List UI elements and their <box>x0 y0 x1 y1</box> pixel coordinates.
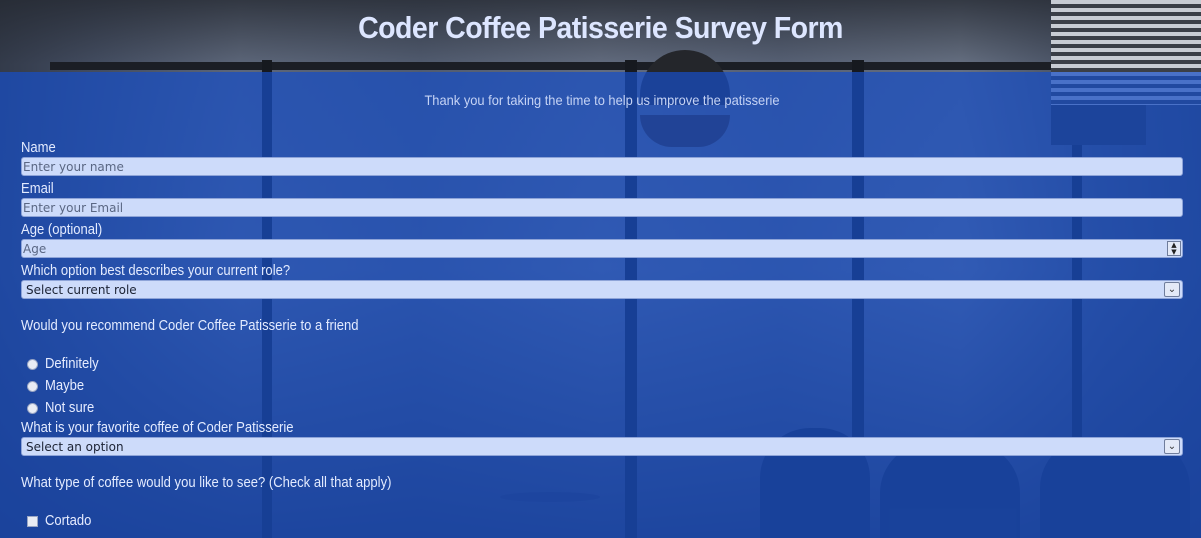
name-input[interactable]: Enter your name <box>21 157 1183 176</box>
recommend-question: Would you recommend Coder Coffee Patisse… <box>21 318 359 334</box>
age-placeholder: Age <box>23 242 47 256</box>
checkbox-box[interactable] <box>27 515 38 527</box>
radio-label: Not sure <box>45 400 95 416</box>
favorite-label: What is your favorite coffee of Coder Pa… <box>21 420 294 436</box>
chevron-down-icon[interactable]: ⌄ <box>1164 439 1180 454</box>
checkbox-label: Cortado <box>45 513 92 529</box>
role-select[interactable]: Select current role ⌄ <box>21 280 1183 299</box>
favorite-selected-value: Select an option <box>26 440 124 454</box>
radio-definitely[interactable]: Definitely <box>21 353 1183 375</box>
page-title: Coder Coffee Patisserie Survey Form <box>358 10 843 45</box>
role-selected-value: Select current role <box>26 283 137 297</box>
checkbox-cortado[interactable]: Cortado <box>21 510 1183 532</box>
form-description: Thank you for taking the time to help us… <box>424 92 780 108</box>
age-label: Age (optional) <box>21 222 103 238</box>
window-frame <box>50 62 1141 70</box>
radio-circle[interactable] <box>27 402 38 414</box>
name-label: Name <box>21 140 56 156</box>
age-input[interactable]: Age ▲ ▼ <box>21 239 1183 258</box>
spin-arrows-icon[interactable]: ▲ ▼ <box>1167 241 1181 256</box>
radio-circle[interactable] <box>27 380 38 392</box>
chevron-down-icon[interactable]: ⌄ <box>1164 282 1180 297</box>
email-input[interactable]: Enter your Email <box>21 198 1183 217</box>
radio-label: Definitely <box>45 356 99 372</box>
favorite-select[interactable]: Select an option ⌄ <box>21 437 1183 456</box>
survey-form: Thank you for taking the time to help us… <box>21 72 1183 532</box>
role-label: Which option best describes your current… <box>21 263 291 279</box>
radio-label: Maybe <box>45 378 85 394</box>
email-label: Email <box>21 181 54 197</box>
radio-circle[interactable] <box>27 358 38 370</box>
radio-not-sure[interactable]: Not sure <box>21 397 1183 419</box>
coffee-types-question: What type of coffee would you like to se… <box>21 475 392 491</box>
radio-maybe[interactable]: Maybe <box>21 375 1183 397</box>
form-overlay <box>0 72 1201 538</box>
